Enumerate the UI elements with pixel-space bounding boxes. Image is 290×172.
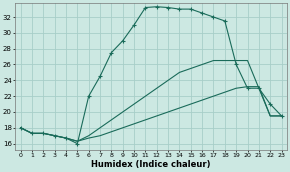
X-axis label: Humidex (Indice chaleur): Humidex (Indice chaleur) [91,160,211,169]
